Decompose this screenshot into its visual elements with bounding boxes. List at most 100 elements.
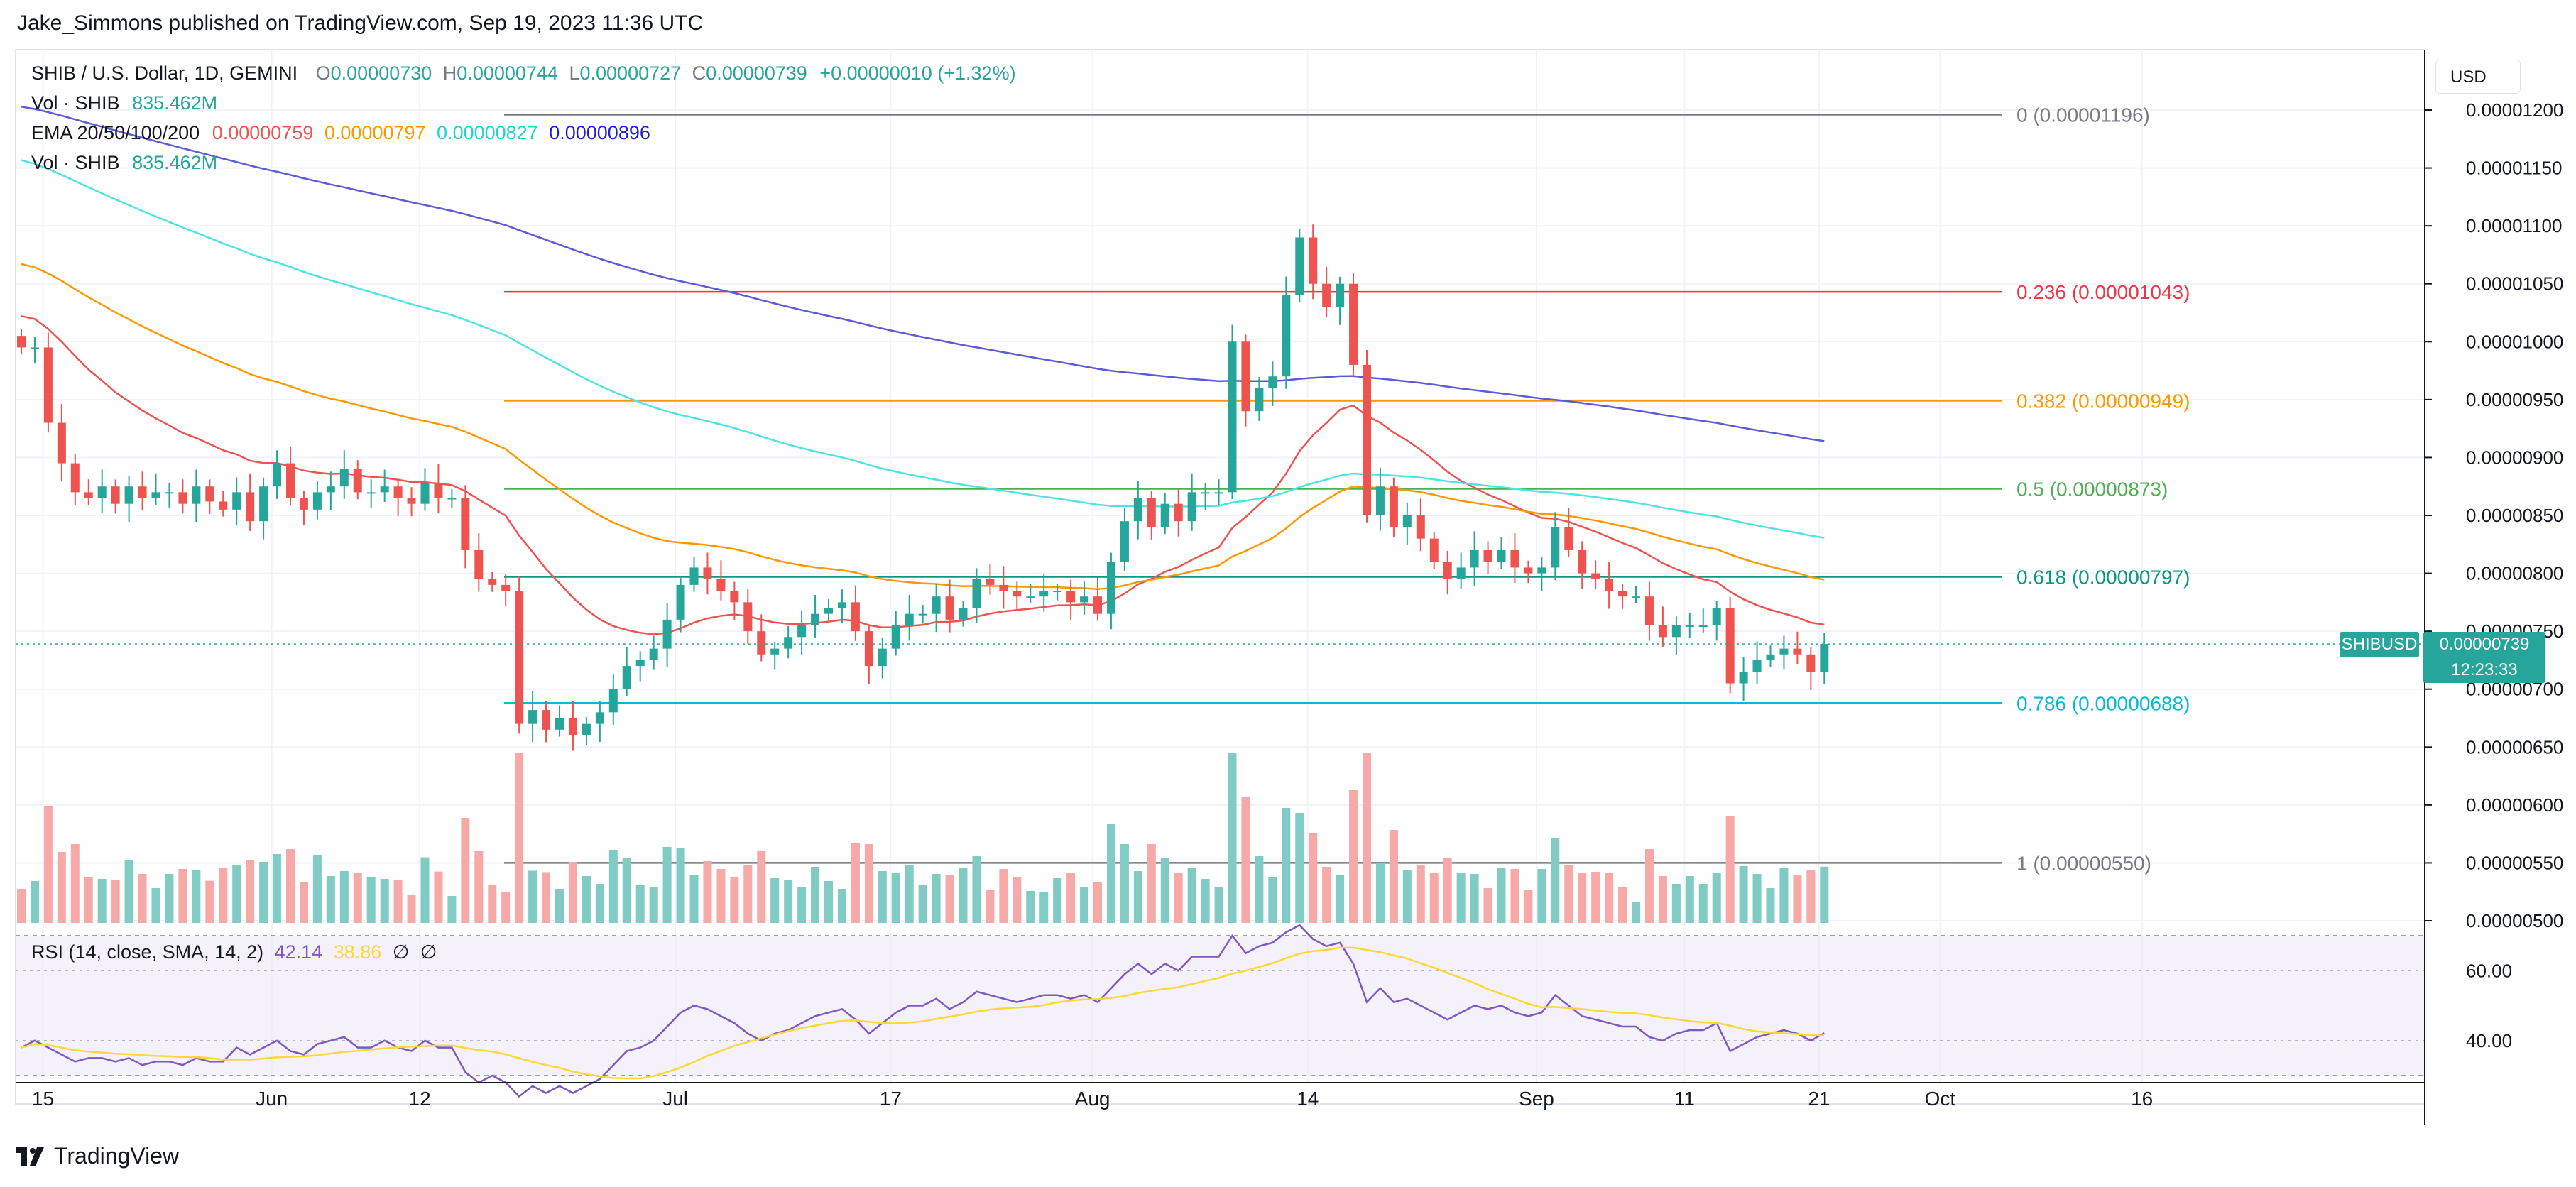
candle-body — [542, 710, 551, 730]
volume-bar — [192, 870, 201, 923]
volume-bar — [273, 854, 282, 923]
volume-bar — [1671, 884, 1681, 923]
x-tick-label: 21 — [1808, 1088, 1830, 1110]
y-tick-label: 0.00001000 — [2466, 331, 2563, 352]
candle-body — [1524, 567, 1533, 574]
candle-body — [151, 492, 160, 498]
candle-body — [1658, 625, 1667, 638]
x-tick-label: Oct — [1925, 1088, 1956, 1110]
candle-body — [757, 631, 766, 655]
candle-body — [1389, 486, 1398, 527]
candle-body — [851, 602, 860, 632]
volume-bar — [1429, 873, 1439, 923]
candle-body — [1632, 596, 1640, 598]
candle-body — [1268, 376, 1277, 388]
tradingview-logo[interactable]: TradingView — [16, 1143, 179, 1169]
candle-body — [1605, 579, 1614, 591]
candle-body — [1470, 549, 1479, 568]
fib-label: 0.236 (0.00001043) — [2016, 281, 2190, 303]
rsi-background — [16, 936, 2425, 1076]
volume-bar — [1187, 868, 1196, 923]
y-tick-label: 0.00000500 — [2466, 910, 2563, 931]
candle-body — [568, 718, 577, 735]
volume-bar — [1793, 875, 1802, 923]
candle-body — [1644, 596, 1654, 625]
volume-bar — [1268, 877, 1277, 923]
candle-body — [1456, 567, 1466, 579]
candle-body — [1820, 644, 1829, 672]
volume-bar — [1779, 868, 1789, 923]
volume-bar — [178, 869, 187, 923]
candle-body — [1309, 237, 1318, 284]
candle-body — [1537, 567, 1546, 574]
volume-bar — [1363, 753, 1371, 923]
volume-bar — [1214, 887, 1223, 923]
candle-body — [1497, 549, 1506, 562]
candle-body — [1336, 283, 1345, 307]
volume-bar — [864, 844, 873, 923]
candle-body — [1671, 625, 1681, 638]
candle-body — [1133, 498, 1142, 522]
volume-legend-2: Vol · SHIB 835.462M — [31, 152, 218, 173]
volume-bar — [662, 847, 672, 923]
candles[interactable] — [17, 224, 1829, 751]
volume-bar — [84, 877, 93, 923]
volume-bar — [555, 889, 564, 923]
volume-bar — [1497, 868, 1506, 923]
ema100-value: 0.00000827 — [437, 122, 538, 143]
volume-bar — [1510, 869, 1519, 923]
ema50-line — [21, 263, 1825, 591]
candle-body — [273, 463, 282, 487]
volume-bar — [1766, 888, 1775, 923]
candle-body — [393, 486, 403, 498]
candle-body — [1349, 283, 1358, 365]
ema50-value: 0.00000797 — [324, 122, 426, 143]
volume-bar — [353, 873, 362, 923]
high-value: 0.00000744 — [457, 62, 558, 84]
candle-body — [1510, 549, 1519, 568]
low-value: 0.00000727 — [579, 62, 682, 84]
candle-body — [380, 486, 389, 493]
volume-bar — [1578, 873, 1587, 923]
candle-body — [259, 486, 268, 522]
volume-bar — [1551, 838, 1560, 923]
candle-body — [1053, 591, 1062, 593]
candle-body — [1241, 341, 1250, 412]
candle-body — [1039, 591, 1049, 597]
candle-body — [1551, 527, 1560, 568]
candle-body — [1147, 498, 1156, 527]
volume-bar — [30, 881, 39, 923]
candle-body — [730, 591, 739, 603]
volume-bar — [1443, 858, 1452, 923]
volume-bar — [1241, 797, 1250, 923]
candle-body — [662, 619, 672, 649]
ema20-value: 0.00000759 — [212, 122, 314, 143]
tradingview-icon — [16, 1147, 44, 1166]
x-tick-label: Jun — [256, 1088, 288, 1110]
y-tick-label: 0.00000900 — [2466, 447, 2563, 468]
candle-body — [797, 625, 807, 638]
volume-bar — [945, 875, 954, 923]
candle-body — [1013, 591, 1022, 597]
rsi-legend: RSI (14, close, SMA, 14, 2) 42.14 38.86 … — [31, 941, 437, 963]
candle-body — [1093, 596, 1102, 614]
volume-bar — [797, 887, 807, 923]
y-tick-label: 0.00000550 — [2466, 852, 2563, 873]
candle-body — [178, 492, 187, 504]
candle-body — [474, 549, 484, 579]
candle-body — [1026, 596, 1035, 598]
volume-bar — [205, 880, 214, 923]
price-tag-price: 0.00000739 — [2439, 635, 2530, 654]
currency-button[interactable]: USD — [2435, 60, 2521, 94]
candle-body — [353, 469, 362, 493]
candle-body — [299, 498, 308, 510]
candle-body — [986, 579, 995, 585]
volume-bar — [1389, 830, 1398, 923]
ema100-line — [21, 159, 1825, 539]
price-tag-countdown: 12:23:33 — [2451, 660, 2518, 679]
volume-bars — [17, 753, 1829, 923]
candle-body — [57, 422, 66, 464]
candle-body — [1174, 503, 1183, 522]
volume-bar — [1322, 867, 1331, 923]
